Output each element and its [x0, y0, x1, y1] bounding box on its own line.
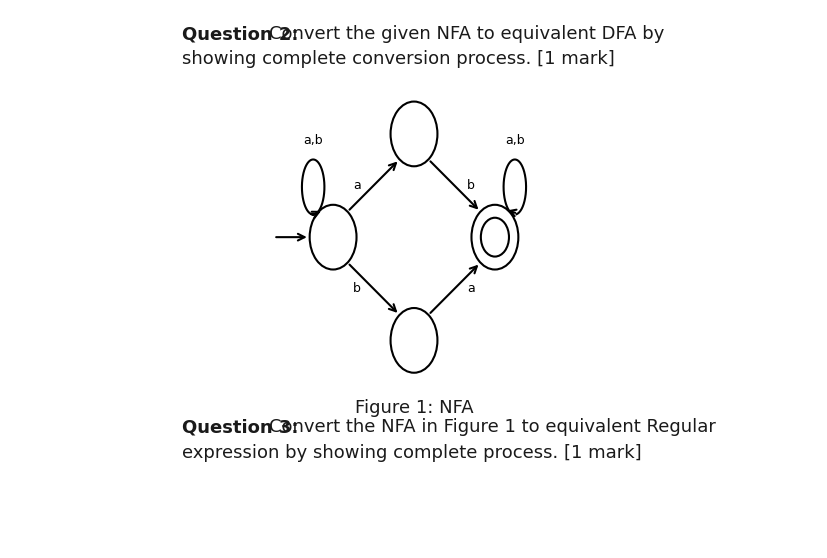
Text: Question 2:: Question 2:	[182, 25, 299, 43]
Text: Convert the given NFA to equivalent DFA by: Convert the given NFA to equivalent DFA …	[269, 25, 663, 43]
Text: a: a	[352, 179, 361, 192]
Text: b: b	[352, 282, 361, 295]
Text: showing complete conversion process. [1 mark]: showing complete conversion process. [1 …	[182, 50, 614, 68]
Ellipse shape	[390, 308, 437, 373]
Text: expression by showing complete process. [1 mark]: expression by showing complete process. …	[182, 444, 641, 461]
Ellipse shape	[480, 218, 509, 257]
Text: a,b: a,b	[504, 134, 524, 147]
Text: a,b: a,b	[303, 134, 323, 147]
Ellipse shape	[390, 102, 437, 166]
Text: b: b	[466, 179, 475, 192]
Ellipse shape	[309, 205, 356, 270]
Text: Question 3:: Question 3:	[182, 418, 299, 436]
Text: Figure 1: NFA: Figure 1: NFA	[354, 399, 473, 417]
Text: a: a	[466, 282, 475, 295]
Ellipse shape	[471, 205, 518, 270]
Text: Convert the NFA in Figure 1 to equivalent Regular: Convert the NFA in Figure 1 to equivalen…	[269, 418, 715, 436]
